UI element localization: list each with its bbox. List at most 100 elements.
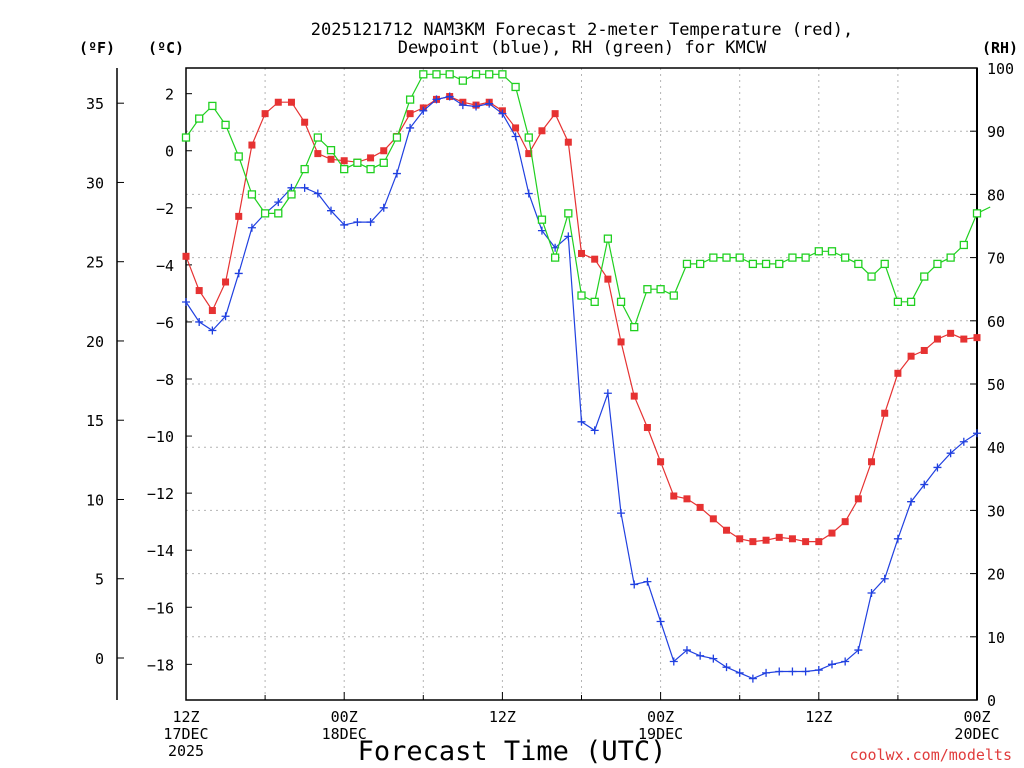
rh-point: [616, 297, 626, 306]
dewpoint-point: [814, 666, 823, 675]
dewpoint-point: [524, 189, 533, 198]
rh-point: [946, 253, 955, 262]
dewpoint-point: [880, 574, 889, 583]
rh-point: [208, 101, 217, 111]
rh-point: [260, 209, 270, 218]
c-tick-label: −2: [156, 200, 174, 218]
temperature-point: [274, 98, 282, 106]
dewpoint-point: [445, 92, 454, 101]
dewpoint-point: [498, 109, 507, 118]
rh-point: [722, 253, 731, 262]
x-tick-label: 20DEC: [954, 725, 999, 743]
rh-point: [379, 158, 388, 167]
rh-point: [906, 297, 916, 306]
temperature-point: [380, 147, 388, 155]
dewpoint-point: [854, 646, 863, 655]
celsius-axis-label: (ºC): [148, 39, 184, 57]
dewpoint-point: [221, 312, 230, 321]
dewpoint-point: [340, 220, 349, 229]
temperature-point: [723, 526, 731, 534]
series-line: [185, 95, 978, 543]
temperature-point: [182, 252, 190, 260]
rh-tick-label: 30: [987, 502, 1005, 520]
temperature-point: [868, 458, 876, 466]
rh-point: [274, 209, 283, 218]
temperature-point: [617, 338, 625, 346]
rh-point: [920, 272, 929, 281]
temperature-point: [775, 533, 783, 541]
rh-point: [221, 120, 230, 130]
f-tick-label: 30: [86, 174, 104, 192]
c-tick-label: −16: [147, 599, 174, 617]
temperature-point: [854, 495, 862, 503]
dewpoint-point: [458, 101, 467, 110]
dewpoint-point: [537, 226, 546, 235]
rh-point: [326, 146, 336, 155]
dewpoint-point: [827, 660, 836, 669]
temperature-point: [788, 535, 796, 543]
temperature-point: [578, 249, 585, 257]
dewpoint-point: [775, 667, 784, 676]
temperature-point: [261, 110, 269, 118]
rh-point: [366, 164, 375, 174]
rh-point: [867, 272, 876, 281]
rh-point: [735, 253, 744, 262]
dewpoint-point: [669, 657, 678, 666]
temperature-point: [564, 138, 572, 146]
chart-title-line-2: Dewpoint (blue), RH (green) for KMCW: [398, 38, 767, 58]
rh-point: [880, 259, 889, 269]
f-tick-label: 20: [86, 333, 104, 351]
dewpoint-point: [933, 463, 942, 472]
rh-point: [392, 133, 402, 142]
temperature-point: [894, 369, 902, 377]
temperature-point: [248, 141, 256, 149]
rh-point: [353, 158, 362, 167]
rh-point: [445, 70, 454, 79]
temperature-point: [301, 118, 309, 126]
x-tick-label: 12Z: [805, 708, 832, 726]
dewpoint-point: [696, 651, 705, 660]
f-tick-label: 10: [86, 491, 104, 509]
temperature-point: [907, 352, 915, 360]
rh-tick-label: 10: [987, 629, 1005, 647]
temperature-point: [709, 515, 717, 523]
rh-point: [181, 133, 191, 142]
dewpoint-point: [603, 389, 612, 398]
dewpoint-point: [327, 206, 336, 215]
temperature-point: [696, 503, 704, 511]
temperature-point: [749, 538, 757, 546]
dewpoint-point: [234, 269, 243, 278]
dewpoint-point: [379, 203, 388, 212]
dewpoint-point: [788, 667, 797, 676]
c-tick-label: −4: [156, 257, 174, 275]
dewpoint-point: [195, 317, 204, 326]
x-tick-label: 00Z: [331, 708, 358, 726]
dewpoint-point: [247, 223, 256, 232]
rh-tick-label: 60: [987, 313, 1005, 331]
rh-point: [761, 259, 771, 269]
rh-point: [643, 285, 652, 294]
dewpoint-point: [182, 297, 190, 306]
temperature-point: [604, 275, 612, 283]
series-layer: [181, 70, 991, 683]
dewpoint-point: [762, 668, 771, 677]
c-tick-label: −6: [156, 314, 174, 332]
temperature-point: [762, 536, 770, 544]
dewpoint-point: [406, 123, 415, 132]
rh-point: [748, 259, 758, 269]
x-tick-label: 00Z: [963, 708, 990, 726]
f-tick-label: 25: [86, 254, 104, 272]
dewpoint-point: [485, 99, 494, 108]
rh-point: [854, 259, 863, 269]
temperature-point: [960, 335, 968, 343]
f-tick-label: 35: [86, 95, 104, 113]
rh-point: [537, 215, 547, 224]
dewpoint-point: [643, 577, 652, 586]
rh-point: [234, 152, 243, 161]
c-tick-label: −18: [147, 656, 174, 674]
temperature-point: [657, 458, 665, 466]
rh-point: [524, 133, 533, 142]
rh-point: [603, 234, 613, 243]
rh-point: [340, 164, 349, 174]
